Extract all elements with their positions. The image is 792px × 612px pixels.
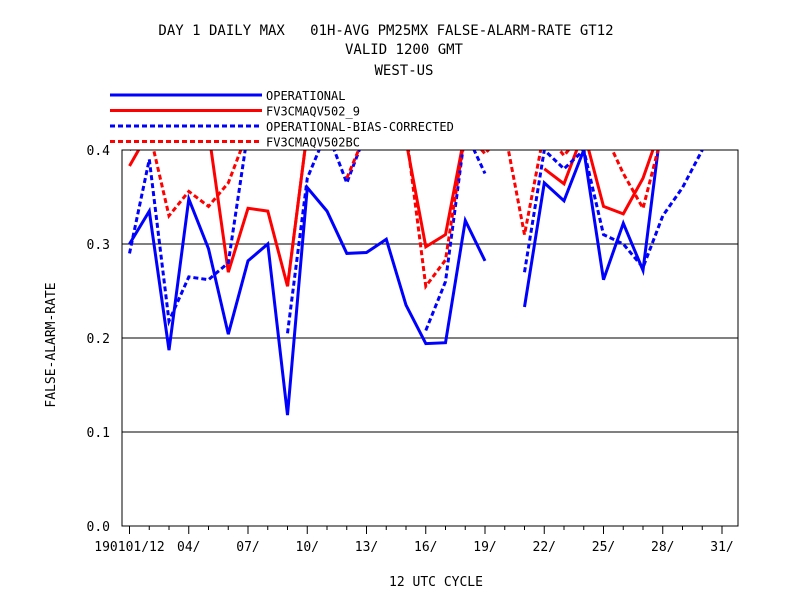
series-line-fv3cmaqv502bc-3	[406, 150, 660, 291]
x-tick-label-2: 07/	[236, 540, 259, 555]
plot-frame	[121, 149, 739, 527]
legend-label-fv3cmaqv502bc: FV3CMAQV502BC	[266, 136, 360, 150]
x-axis: 190101/12 04/07/10/13/16/19/22/25/28/31/	[94, 526, 734, 555]
series-line-operational-1	[523, 150, 660, 308]
x-tick-label-3: 10/	[296, 540, 319, 555]
series-line-fv3cmaqv502-9-3	[543, 150, 655, 216]
x-tick-label-1: 04/	[177, 540, 200, 555]
x-tick-label-6: 19/	[473, 540, 496, 555]
x-tick-label-5: 16/	[414, 540, 437, 555]
y-tick-label-1: 0.1	[87, 426, 110, 441]
legend-label-fv3cmaqv502-9: FV3CMAQV502_9	[266, 105, 360, 119]
series-line-fv3cmaqv502-9-1	[209, 150, 307, 287]
chart-title-line-3: WEST-US	[374, 63, 433, 79]
series-line-operational-0	[128, 183, 487, 416]
x-axis-label: 12 UTC CYCLE	[389, 575, 483, 590]
series-line-fv3cmaqv502bc-1	[286, 150, 307, 287]
y-tick-label-0: 0.0	[87, 520, 110, 535]
series-fv3cmaqv502bc	[129, 150, 660, 291]
x-tick-label-10: 31/	[710, 540, 733, 555]
legend-label-operational: OPERATIONAL	[266, 89, 345, 103]
series-line-fv3cmaqv502bc-0	[129, 150, 243, 220]
series-line-operational-bias-corrected-0	[128, 150, 247, 327]
y-axis-label: FALSE-ALARM-RATE	[44, 282, 59, 407]
x-tick-label-7: 22/	[533, 540, 556, 555]
y-axis: 0.0 0.1 0.2 0.3 0.4	[87, 144, 111, 535]
x-tick-label-0: 190101/12	[94, 540, 164, 555]
x-tick-label-4: 13/	[355, 540, 378, 555]
x-tick-label-8: 25/	[592, 540, 615, 555]
series-line-fv3cmaqv502-9-2	[406, 150, 464, 250]
series-line-fv3cmaqv502-9-0	[128, 150, 141, 167]
y-tick-label-4: 0.4	[87, 144, 111, 159]
series-operational-bias-corrected	[128, 150, 704, 334]
series-operational	[128, 150, 660, 416]
chart-legend: OPERATIONAL FV3CMAQV502_9OPERATIONAL-BIAS…	[110, 89, 454, 150]
series-line-fv3cmaqv502bc-2	[345, 150, 361, 179]
series-line-operational-bias-corrected-3	[523, 150, 704, 273]
x-tick-label-9: 28/	[651, 540, 674, 555]
chart-title-line-1: DAY 1 DAILY MAX 01H-AVG PM25MX FALSE-ALA…	[158, 23, 613, 39]
y-tick-label-3: 0.3	[87, 238, 110, 253]
series-line-operational-bias-corrected-1	[286, 150, 361, 334]
series-layer	[128, 150, 704, 416]
y-tick-label-2: 0.2	[87, 332, 110, 347]
chart-title-line-2: VALID 1200 GMT	[345, 42, 464, 58]
legend-label-operational-bias-corrected: OPERATIONAL-BIAS-CORRECTED	[266, 120, 454, 134]
series-line-operational-bias-corrected-2	[424, 150, 487, 332]
